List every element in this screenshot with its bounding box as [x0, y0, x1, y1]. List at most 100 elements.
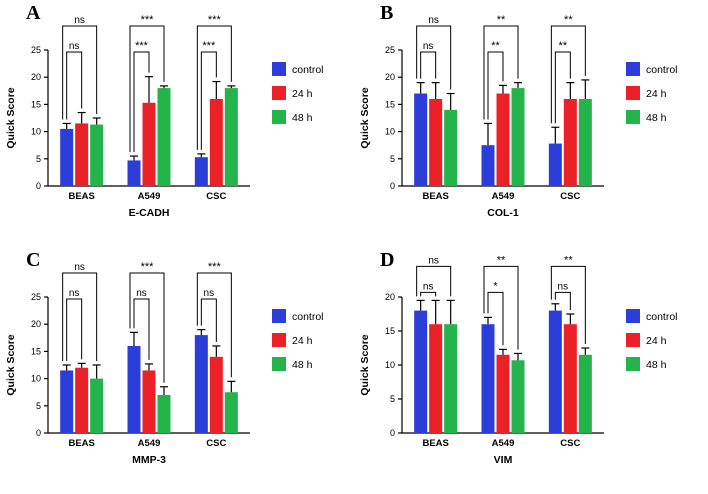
significance-label: ns: [69, 41, 80, 52]
significance-label: **: [497, 254, 506, 266]
legend-swatch-control: [626, 62, 640, 76]
bar-BEAS-24 h: [429, 324, 443, 433]
significance-label: *: [493, 280, 498, 292]
y-tick-label: 15: [385, 99, 395, 109]
significance-label: ns: [423, 281, 434, 292]
panel-title: COL-1: [487, 207, 519, 219]
significance-label: **: [491, 40, 500, 52]
significance-bracket: [487, 51, 504, 120]
legend-label: 24 h: [646, 335, 667, 347]
significance-label: ns: [558, 281, 569, 292]
significance-label: ns: [428, 15, 439, 26]
significance-bracket: [416, 265, 452, 297]
bar-BEAS-control: [60, 370, 74, 433]
significance-label: **: [497, 14, 506, 26]
significance-label: **: [564, 254, 573, 266]
panel-C: C 0 5 10 15 20 25 Quick Score BEAS ns ns A549 ns ***…: [0, 247, 354, 494]
significance-bracket: [416, 25, 452, 90]
panel-D: D 0 5 10 15 20 Quick Score BEAS ns ns A549 * ** CSC n…: [354, 247, 708, 494]
y-tick-label: 25: [31, 292, 41, 302]
legend-label: 24 h: [292, 88, 313, 100]
bar-BEAS-48 h: [90, 124, 104, 186]
y-axis-title: Quick Score: [5, 87, 17, 148]
significance-label: ***: [141, 261, 155, 273]
significance-bracket: [487, 291, 504, 346]
legend-label: 48 h: [292, 359, 313, 371]
bar-A549-48 h: [157, 88, 171, 186]
significance-bracket: [554, 51, 571, 124]
legend-swatch-control: [272, 309, 286, 323]
y-tick-label: 15: [385, 326, 395, 336]
significance-bracket: [483, 265, 519, 350]
significance-label: ns: [204, 288, 215, 299]
y-tick-label: 20: [31, 319, 41, 329]
bar-A549-control: [481, 145, 495, 186]
category-label: BEAS: [422, 191, 448, 202]
category-label: BEAS: [68, 438, 94, 449]
bar-CSC-24 h: [563, 98, 577, 186]
significance-bracket: [550, 25, 586, 124]
significance-bracket: [554, 291, 571, 310]
category-label: CSC: [206, 438, 226, 449]
y-tick-label: 25: [31, 45, 41, 55]
significance-label: **: [564, 14, 573, 26]
legend-label: control: [646, 64, 678, 76]
category-label: BEAS: [422, 438, 448, 449]
legend-label: 48 h: [646, 359, 667, 371]
significance-label: ns: [136, 288, 147, 299]
y-tick-label: 5: [390, 394, 395, 404]
y-tick-label: 5: [36, 154, 41, 164]
category-label: CSC: [560, 438, 580, 449]
y-tick-label: 20: [385, 292, 395, 302]
bar-CSC-24 h: [209, 356, 223, 433]
y-axis-title: Quick Score: [5, 334, 17, 395]
y-tick-label: 10: [31, 127, 41, 137]
bar-BEAS-48 h: [90, 378, 104, 433]
significance-bracket: [62, 25, 98, 120]
significance-bracket: [550, 265, 586, 344]
significance-label: ns: [428, 255, 439, 266]
legend-swatch-48 h: [626, 110, 640, 124]
legend-swatch-24 h: [626, 333, 640, 347]
panel-C-chart: 0 5 10 15 20 25 Quick Score BEAS ns ns A549 ns *** CS…: [5, 261, 324, 466]
significance-bracket: [66, 298, 83, 361]
significance-bracket: [200, 298, 217, 342]
bar-A549-24 h: [142, 370, 156, 433]
bar-A549-24 h: [496, 354, 510, 433]
significance-label: ns: [423, 41, 434, 52]
bar-A549-control: [481, 324, 495, 433]
significance-bracket: [129, 25, 165, 153]
panel-title: MMP-3: [132, 454, 166, 466]
legend-label: 48 h: [646, 112, 667, 124]
bar-A549-24 h: [142, 102, 156, 186]
significance-label: **: [559, 40, 568, 52]
legend-swatch-24 h: [626, 86, 640, 100]
y-tick-label: 0: [390, 428, 395, 438]
bar-CSC-48 h: [224, 392, 238, 433]
legend-label: 24 h: [292, 335, 313, 347]
bar-CSC-control: [194, 157, 208, 186]
significance-bracket: [420, 291, 437, 297]
category-label: A549: [492, 438, 515, 449]
bar-CSC-48 h: [224, 88, 238, 186]
significance-label: ***: [208, 14, 222, 26]
legend-swatch-24 h: [272, 333, 286, 347]
legend-label: control: [646, 311, 678, 323]
significance-label: ***: [202, 40, 216, 52]
panel-A-chart: 0 5 10 15 20 25 Quick Score BEAS ns ns A549 *** *** C…: [5, 14, 324, 219]
panel-D-label: D: [380, 249, 395, 271]
category-label: BEAS: [68, 191, 94, 202]
panel-B-chart: 0 5 10 15 20 25 Quick Score BEAS ns ns A549 ** ** CSC…: [359, 14, 678, 219]
legend-label: 48 h: [292, 112, 313, 124]
bar-BEAS-control: [414, 93, 428, 186]
significance-bracket: [196, 25, 232, 150]
bar-A549-48 h: [157, 394, 171, 433]
y-axis-title: Quick Score: [359, 87, 371, 148]
legend-swatch-24 h: [272, 86, 286, 100]
bar-BEAS-48 h: [444, 324, 458, 433]
bar-CSC-24 h: [209, 98, 223, 186]
y-tick-label: 10: [385, 127, 395, 137]
legend-label: 24 h: [646, 88, 667, 100]
